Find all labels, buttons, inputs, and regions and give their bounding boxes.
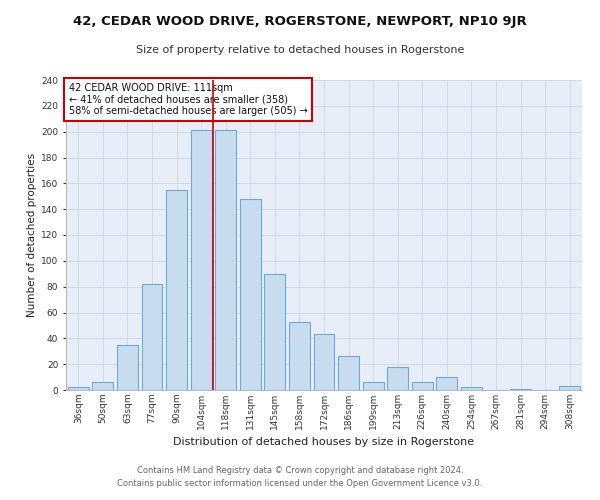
Bar [240, 199, 261, 390]
Bar [559, 386, 580, 390]
Bar [142, 284, 163, 390]
Bar [387, 367, 408, 390]
Bar [412, 382, 433, 390]
Bar [215, 130, 236, 390]
Bar [166, 190, 187, 390]
Text: Contains HM Land Registry data © Crown copyright and database right 2024.
Contai: Contains HM Land Registry data © Crown c… [118, 466, 482, 487]
Text: 42, CEDAR WOOD DRIVE, ROGERSTONE, NEWPORT, NP10 9JR: 42, CEDAR WOOD DRIVE, ROGERSTONE, NEWPOR… [73, 15, 527, 28]
Bar [265, 274, 286, 390]
Bar [362, 382, 383, 390]
Y-axis label: Number of detached properties: Number of detached properties [27, 153, 37, 317]
Bar [510, 388, 531, 390]
Text: Size of property relative to detached houses in Rogerstone: Size of property relative to detached ho… [136, 45, 464, 55]
X-axis label: Distribution of detached houses by size in Rogerstone: Distribution of detached houses by size … [173, 438, 475, 448]
Bar [314, 334, 334, 390]
Bar [436, 377, 457, 390]
Bar [461, 388, 482, 390]
Bar [338, 356, 359, 390]
Bar [289, 322, 310, 390]
Bar [68, 388, 89, 390]
Bar [191, 130, 212, 390]
Text: 42 CEDAR WOOD DRIVE: 111sqm
← 41% of detached houses are smaller (358)
58% of se: 42 CEDAR WOOD DRIVE: 111sqm ← 41% of det… [68, 83, 307, 116]
Bar [117, 345, 138, 390]
Bar [92, 382, 113, 390]
